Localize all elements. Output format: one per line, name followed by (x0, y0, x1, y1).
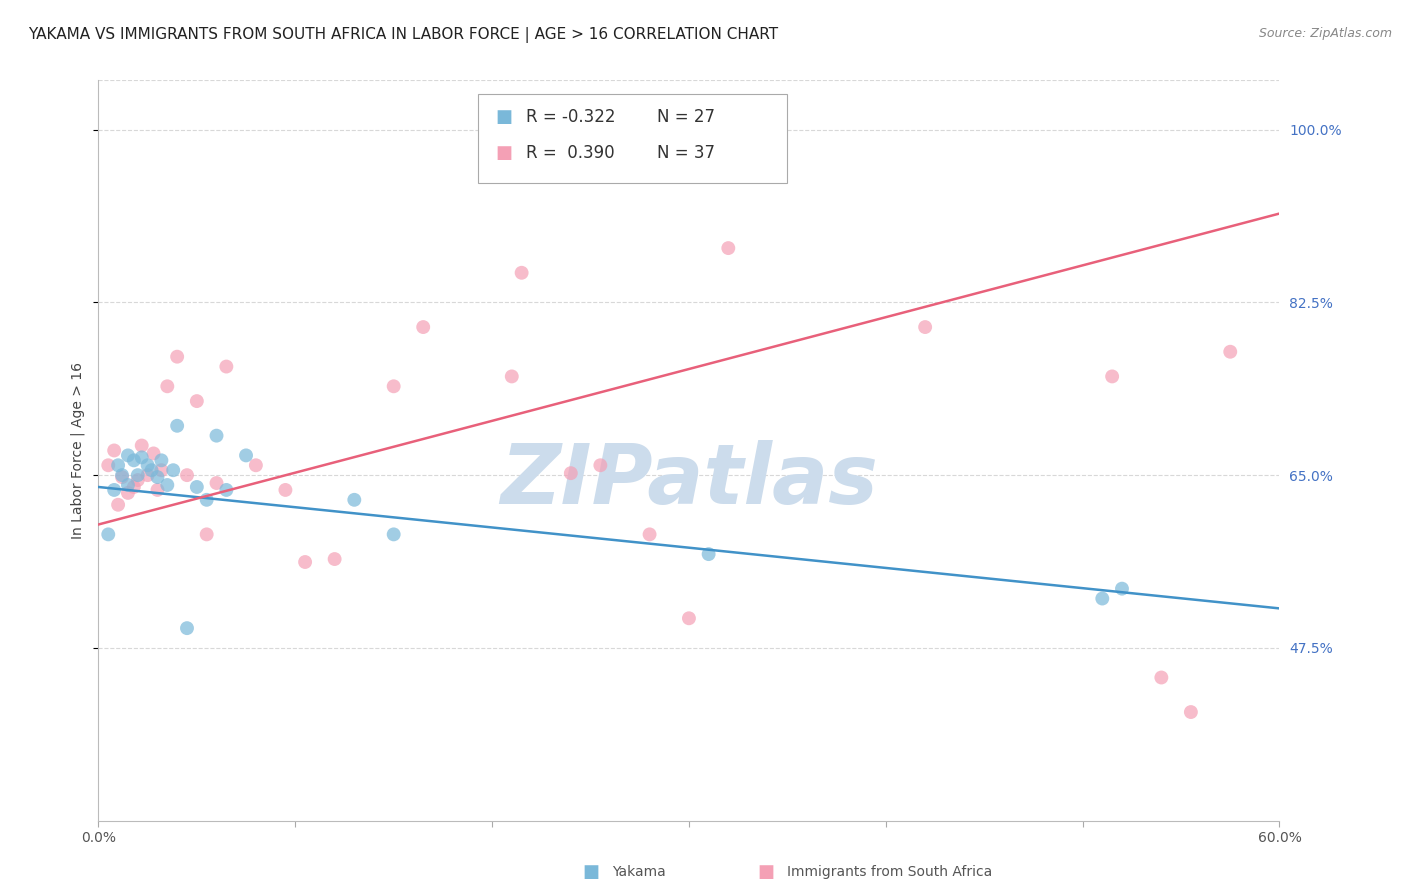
Point (111, 470, 134, 484)
Point (136, 458, 159, 473)
Text: N = 37: N = 37 (657, 144, 714, 161)
Text: Immigrants from South Africa: Immigrants from South Africa (787, 865, 993, 880)
Text: Yakama: Yakama (612, 865, 665, 880)
Point (117, 478, 139, 492)
Y-axis label: In Labor Force | Age > 16: In Labor Force | Age > 16 (70, 362, 86, 539)
Point (166, 350, 188, 364)
Point (107, 498, 129, 512)
Point (111, 468, 134, 483)
Point (914, 320, 936, 334)
Point (142, 446, 165, 460)
Text: Source: ZipAtlas.com: Source: ZipAtlas.com (1258, 27, 1392, 40)
Point (195, 492, 218, 507)
Point (215, 359, 238, 374)
Point (176, 621, 198, 635)
Text: R = -0.322: R = -0.322 (526, 108, 616, 126)
Point (127, 468, 149, 483)
Point (717, 241, 740, 255)
Point (1111, 582, 1133, 596)
Point (1091, 591, 1114, 606)
Text: ■: ■ (582, 863, 599, 881)
Point (205, 476, 228, 491)
Point (146, 470, 169, 484)
Point (343, 492, 366, 507)
Point (97, 527, 120, 541)
Point (195, 527, 218, 541)
Point (1101, 369, 1123, 384)
Point (205, 428, 228, 442)
Point (638, 527, 661, 541)
Point (245, 458, 267, 473)
Text: ■: ■ (758, 863, 775, 881)
Point (294, 555, 316, 569)
Point (412, 320, 434, 334)
Point (215, 483, 238, 497)
Point (186, 394, 208, 409)
Point (127, 473, 149, 487)
Text: ■: ■ (495, 144, 512, 161)
Text: YAKAMA VS IMMIGRANTS FROM SOUTH AFRICA IN LABOR FORCE | AGE > 16 CORRELATION CHA: YAKAMA VS IMMIGRANTS FROM SOUTH AFRICA I… (28, 27, 779, 43)
Point (1219, 344, 1241, 359)
Point (697, 547, 720, 561)
Point (156, 478, 179, 492)
Point (150, 453, 173, 467)
Point (382, 527, 405, 541)
Text: ZIPatlas: ZIPatlas (501, 440, 877, 521)
Point (186, 480, 208, 494)
Point (501, 369, 523, 384)
Point (103, 443, 125, 458)
Point (117, 486, 139, 500)
Text: N = 27: N = 27 (657, 108, 714, 126)
Point (1150, 671, 1173, 685)
Point (150, 463, 173, 477)
Point (560, 466, 582, 480)
Text: ■: ■ (495, 108, 512, 126)
Point (678, 611, 700, 625)
Point (131, 450, 153, 465)
Point (1180, 705, 1202, 719)
Point (382, 379, 405, 393)
Point (97, 458, 120, 473)
Point (141, 463, 163, 477)
Point (162, 463, 184, 477)
Point (131, 438, 153, 452)
Point (107, 458, 129, 473)
Point (176, 468, 198, 483)
Point (117, 449, 139, 463)
Point (146, 483, 169, 497)
Point (166, 418, 188, 433)
Point (136, 468, 159, 483)
Point (274, 483, 297, 497)
Point (510, 266, 533, 280)
Point (589, 458, 612, 473)
Point (323, 552, 346, 566)
Point (156, 379, 179, 393)
Text: R =  0.390: R = 0.390 (526, 144, 614, 161)
Point (235, 449, 257, 463)
Point (122, 453, 145, 467)
Point (103, 483, 125, 497)
Point (122, 480, 145, 494)
